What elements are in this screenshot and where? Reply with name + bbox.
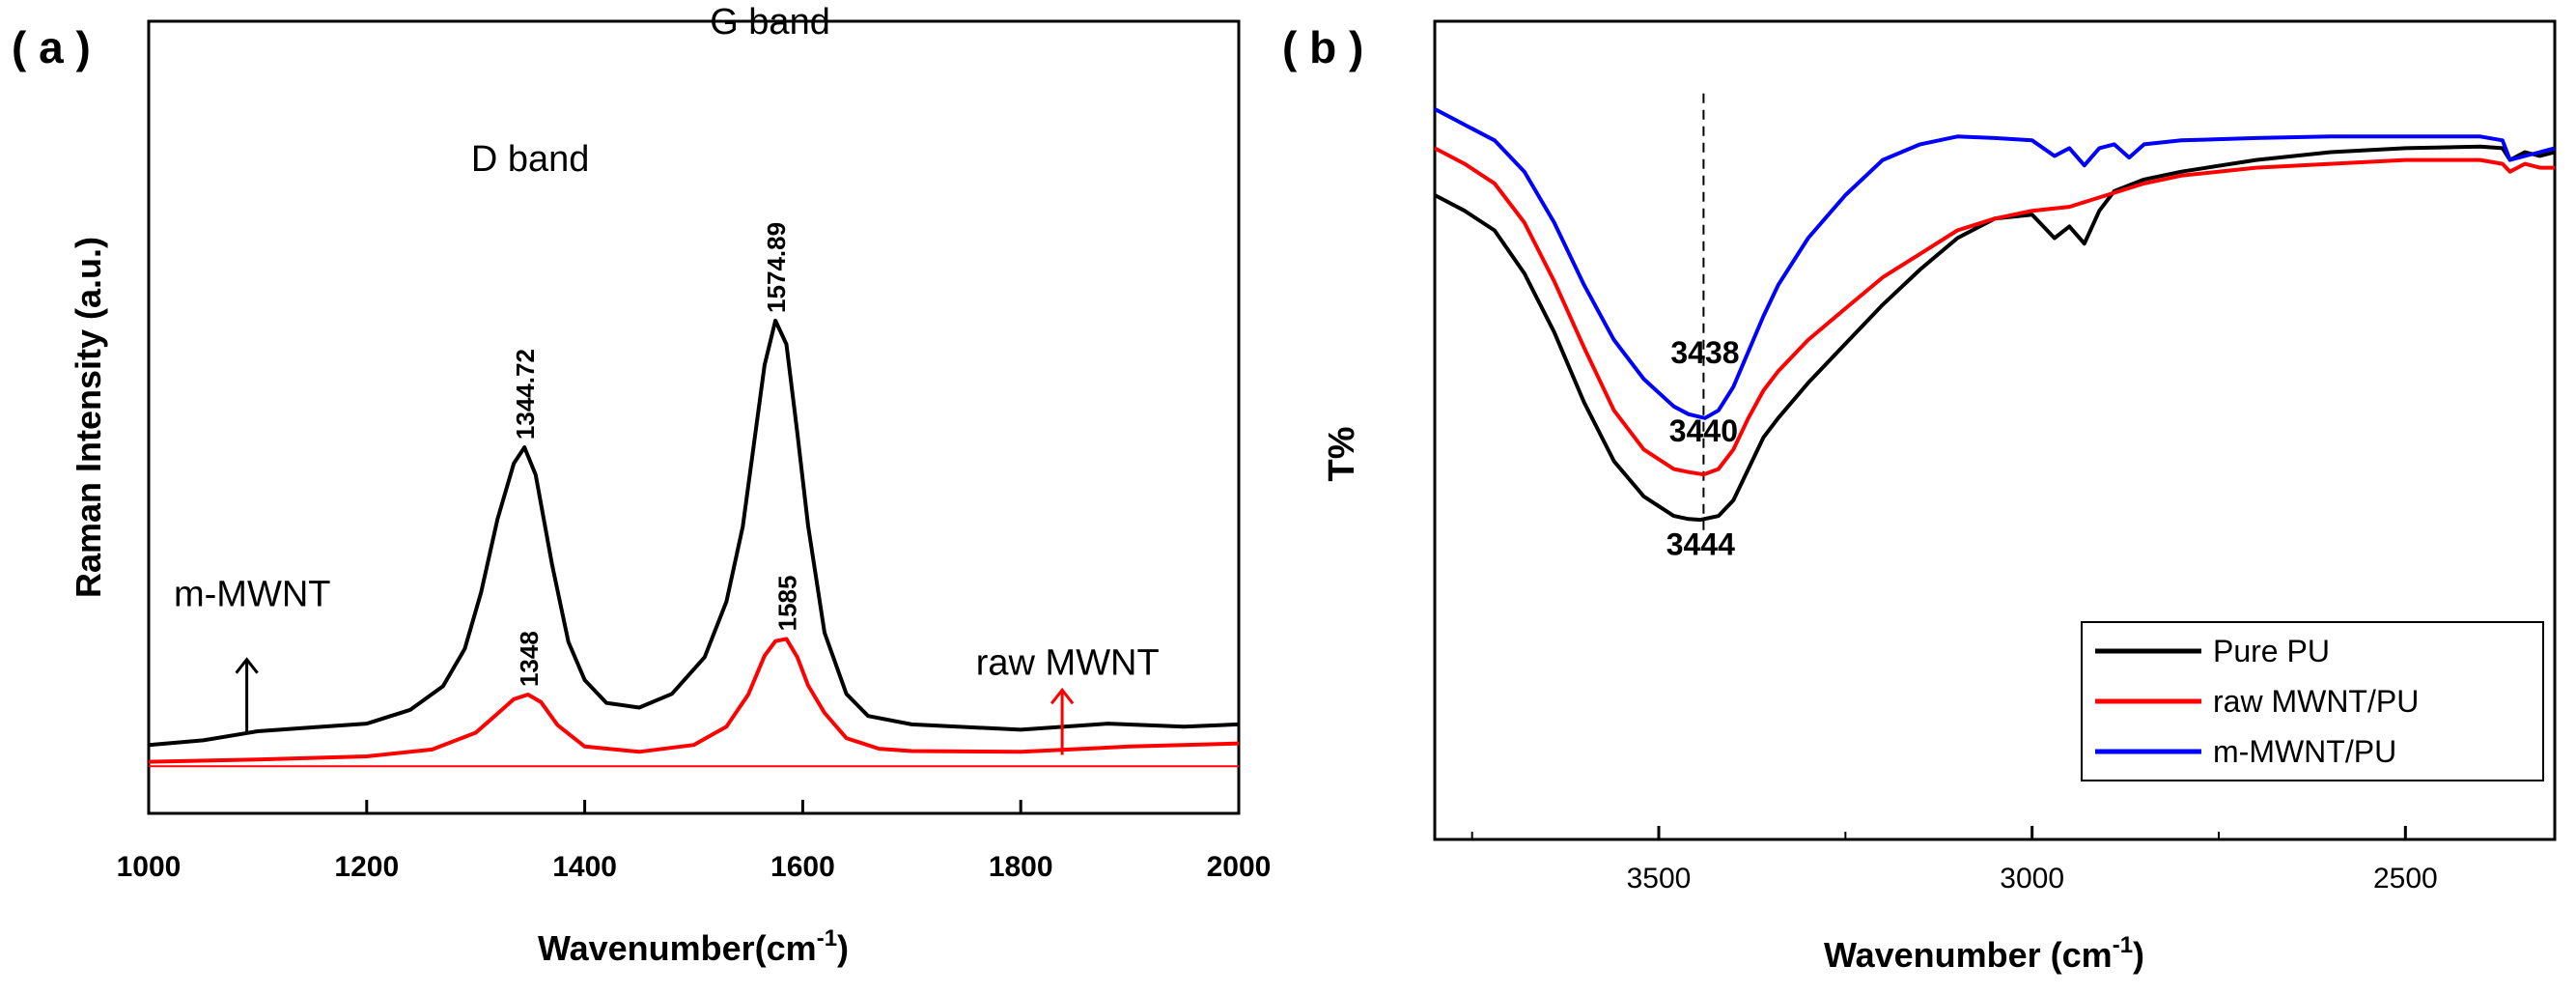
panel-b-label: ( b )	[1282, 22, 1363, 72]
panel-a-peak-label-1344-72: 1344.72	[511, 349, 540, 440]
panel-b-x-axis-label: Wavenumber (cm-1)	[1824, 932, 2144, 975]
panel-b-series-raw-mwnt-pu	[1434, 146, 2555, 477]
panel-a-peak-label-1348: 1348	[515, 631, 544, 687]
panel-a-annotation-m-mwnt: m-MWNT	[174, 574, 330, 614]
legend-label-raw-mwnt-pu: raw MWNT/PU	[2213, 684, 2419, 719]
panel-a-series-m-mwnt	[148, 318, 1240, 748]
panel-a: ( a ) 1000 1200 1400 1600 1800 2000 1344.72 15…	[12, 2, 1271, 968]
panel-a-x-tick-label: 1400	[552, 851, 617, 883]
panel-b-x-tick-label: 3500	[1627, 863, 1692, 895]
panel-b-plot-frame	[1433, 19, 2557, 841]
panel-b-peak-label-3440: 3440	[1669, 413, 1738, 448]
panel-b-peak-label-3438: 3438	[1670, 335, 1739, 370]
panel-a-label: ( a )	[12, 22, 91, 72]
panel-b-x-axis-label-main: Wavenumber (cm	[1824, 935, 2113, 975]
panel-a-arrows	[235, 657, 1075, 755]
legend-label-pure-pu: Pure PU	[2213, 634, 2330, 668]
panel-a-annotation-g-band: G band	[710, 2, 830, 43]
panel-a-annotation-raw-mwnt: raw MWNT	[976, 643, 1160, 684]
panel-a-peak-label-1574-89: 1574.89	[762, 222, 791, 313]
panel-b-peak-label-3444: 3444	[1666, 527, 1735, 562]
panel-a-x-axis-label-superscript: -1	[817, 925, 837, 951]
panel-a-arrow-head-m-mwnt	[235, 657, 259, 674]
panel-b-x-ticks: 3500 3000 2500	[1470, 826, 2438, 895]
panel-a-plot-frame	[147, 19, 1241, 815]
panel-a-peak-label-1585: 1585	[772, 576, 801, 632]
panel-b-x-tick-label: 3000	[2000, 863, 2064, 895]
panel-a-x-ticks: 1000 1200 1400 1600 1800 2000	[117, 800, 1272, 883]
legend-label-m-mwnt-pu: m-MWNT/PU	[2213, 734, 2396, 769]
panel-a-x-tick-label: 1200	[334, 851, 399, 883]
panel-a-arrow-head-raw-mwnt	[1050, 687, 1075, 705]
panel-b: ( b ) 3500 3000 2500 3438 3440 3444 Pure PU r…	[1282, 19, 2557, 975]
panel-a-y-axis-label: Raman Intensity (a.u.)	[69, 237, 108, 598]
panel-b-series-pure-pu	[1434, 144, 2556, 523]
panel-a-x-axis-label-main: Wavenumber(cm	[538, 928, 817, 968]
panel-a-series-raw-mwnt	[148, 637, 1240, 764]
panel-a-x-tick-label: 1600	[770, 851, 835, 883]
panel-a-x-tick-label: 1800	[989, 851, 1053, 883]
panel-a-series	[148, 318, 1240, 768]
panel-a-annotations: G band D band m-MWNT raw MWNT	[174, 2, 1160, 684]
panel-a-x-axis-label: Wavenumber(cm-1)	[538, 925, 849, 968]
panel-b-x-axis-label-superscript: -1	[2113, 932, 2133, 958]
panel-b-legend: Pure PU raw MWNT/PU m-MWNT/PU	[2081, 621, 2544, 781]
panel-b-x-axis-label-close: )	[2133, 935, 2144, 975]
panel-b-y-axis-label: T%	[1322, 427, 1362, 482]
panel-b-series-m-mwnt-pu	[1434, 107, 2556, 420]
panel-a-x-axis-label-close: )	[837, 928, 849, 968]
panel-a-peak-labels: 1344.72 1574.89 1348 1585	[511, 222, 801, 687]
panel-a-x-tick-label: 1000	[117, 851, 182, 883]
panel-b-series	[1434, 107, 2556, 523]
panel-b-x-tick-label: 2500	[2373, 863, 2438, 895]
panel-a-annotation-d-band: D band	[471, 139, 590, 180]
panel-a-x-tick-label: 2000	[1207, 851, 1272, 883]
panel-b-peak-labels: 3438 3440 3444	[1666, 335, 1740, 561]
